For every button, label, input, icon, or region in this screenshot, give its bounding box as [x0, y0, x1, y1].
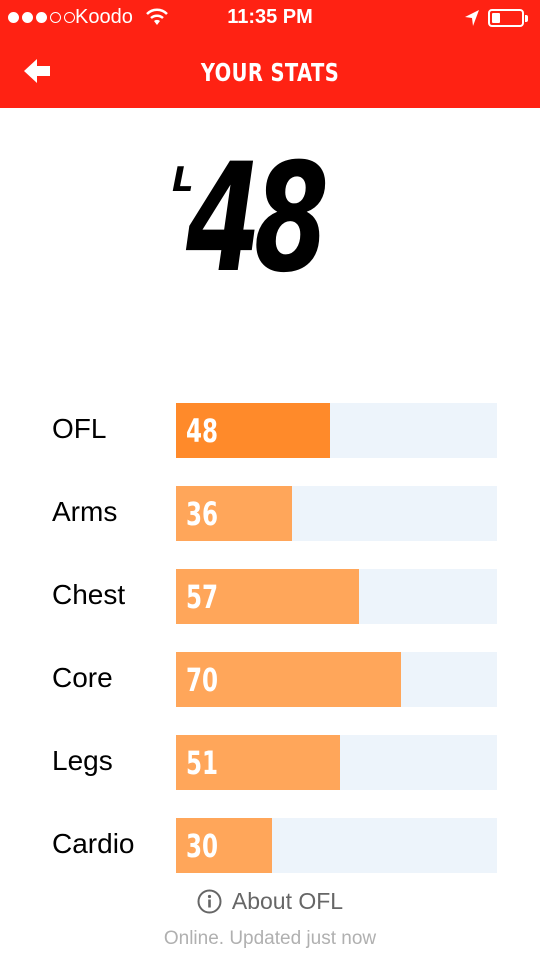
- stat-value: 30: [186, 827, 219, 865]
- arrow-left-icon: [24, 59, 50, 83]
- back-button[interactable]: [22, 56, 54, 86]
- status-bar: Koodo 11:35 PM: [0, 0, 540, 36]
- score-prefix: L: [172, 160, 194, 200]
- stat-bar-track: 36: [176, 486, 497, 541]
- stat-label: OFL: [52, 413, 107, 444]
- stat-bar-track: 30: [176, 818, 497, 873]
- stat-bar-fill: 48: [176, 403, 330, 458]
- stat-row-cardio: Cardio 30: [0, 818, 540, 874]
- about-ofl-link[interactable]: About OFL: [0, 888, 540, 915]
- signal-dot: [36, 12, 47, 23]
- signal-dot: [64, 12, 75, 23]
- stat-bar-fill: 57: [176, 569, 359, 624]
- signal-strength-indicator: [8, 12, 75, 23]
- page-title: YOUR STATS: [200, 58, 340, 87]
- signal-dot: [50, 12, 61, 23]
- wifi-icon: [146, 7, 168, 32]
- stat-bar-fill: 30: [176, 818, 272, 873]
- stat-row-legs: Legs 51: [0, 735, 540, 791]
- stat-label: Cardio: [52, 828, 135, 859]
- stat-row-arms: Arms 36: [0, 486, 540, 542]
- carrier-name: Koodo: [75, 6, 133, 28]
- stat-bar-fill: 70: [176, 652, 401, 707]
- stat-row-ofl: OFL 48: [0, 403, 540, 459]
- stat-bar-track: 48: [176, 403, 497, 458]
- stat-bar-fill: 51: [176, 735, 340, 790]
- overall-score: L 48: [172, 144, 372, 310]
- stat-bar-track: 51: [176, 735, 497, 790]
- stat-value: 36: [186, 495, 219, 533]
- battery-icon: [488, 9, 528, 27]
- stat-label: Legs: [52, 745, 113, 776]
- stat-label: Core: [52, 662, 113, 693]
- about-ofl-label: About OFL: [231, 888, 344, 914]
- signal-dot: [22, 12, 33, 23]
- stat-bar-track: 57: [176, 569, 497, 624]
- stat-bar-fill: 36: [176, 486, 292, 541]
- battery-nub: [525, 15, 528, 22]
- stat-label: Chest: [52, 579, 126, 610]
- stat-value: 51: [186, 744, 219, 782]
- score-value: 48: [186, 132, 329, 306]
- top-bar: Koodo 11:35 PM YOUR STATS: [0, 0, 540, 108]
- stat-value: 70: [186, 661, 219, 699]
- signal-dot: [8, 12, 19, 23]
- info-circle-icon: [197, 889, 222, 914]
- stat-row-core: Core 70: [0, 652, 540, 708]
- update-status: Online. Updated just now: [163, 928, 377, 949]
- stat-label: Arms: [52, 496, 118, 527]
- stat-bar-track: 70: [176, 652, 497, 707]
- location-arrow-icon: [464, 9, 480, 32]
- stat-value: 57: [186, 578, 219, 616]
- battery-level: [492, 13, 500, 23]
- status-time: 11:35 PM: [227, 6, 313, 28]
- stat-row-chest: Chest 57: [0, 569, 540, 625]
- stat-value: 48: [186, 412, 219, 450]
